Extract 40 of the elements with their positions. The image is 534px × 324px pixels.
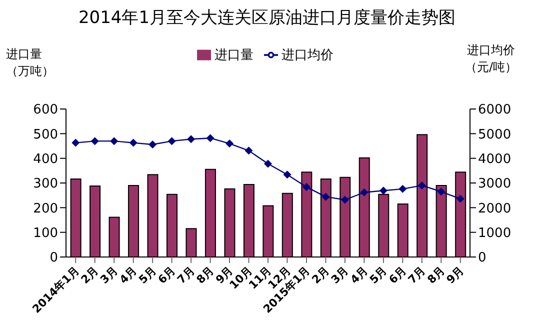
y-tick-label: 300 — [33, 176, 58, 192]
y-tick-label: 0 — [50, 250, 58, 266]
y-axis-title: 进口量（万吨） — [6, 46, 55, 80]
y-tick-label: 400 — [33, 152, 58, 167]
point — [110, 137, 118, 146]
point — [360, 188, 368, 196]
y2-tick-label: 4000 — [478, 152, 512, 167]
y-tick-label: 100 — [33, 226, 58, 241]
y2-tick-label: 1000 — [478, 226, 512, 241]
y2-tick-label: 6000 — [478, 102, 512, 118]
point — [302, 182, 310, 191]
y2-axis-title: 进口均价（元/吨） — [464, 42, 518, 76]
point — [398, 184, 407, 193]
y-tick-label: 500 — [33, 127, 58, 142]
point — [322, 192, 330, 201]
point — [90, 137, 99, 146]
point — [148, 140, 157, 149]
y-tick-label: 200 — [33, 201, 58, 216]
point — [72, 138, 80, 147]
point — [226, 140, 234, 148]
point — [264, 160, 272, 168]
point — [379, 186, 388, 195]
y2-tick-label: 3000 — [478, 176, 512, 192]
point — [283, 170, 292, 179]
point — [340, 196, 349, 204]
point — [168, 137, 176, 146]
point — [206, 134, 214, 142]
y-tick-label: 600 — [33, 102, 58, 118]
point — [418, 181, 426, 190]
y2-tick-label: 0 — [478, 250, 486, 266]
point — [437, 188, 446, 196]
legend-label: 进口量 — [214, 48, 254, 63]
point — [244, 146, 253, 155]
point — [187, 135, 196, 144]
chart-title: 2014年1月至今大连关区原油进口月度量价走势图 — [77, 7, 457, 29]
y2-tick-label: 5000 — [478, 127, 512, 142]
legend-label: 进口均价 — [282, 48, 334, 63]
y2-tick-label: 2000 — [478, 201, 512, 216]
point — [129, 138, 138, 147]
point — [456, 194, 464, 203]
